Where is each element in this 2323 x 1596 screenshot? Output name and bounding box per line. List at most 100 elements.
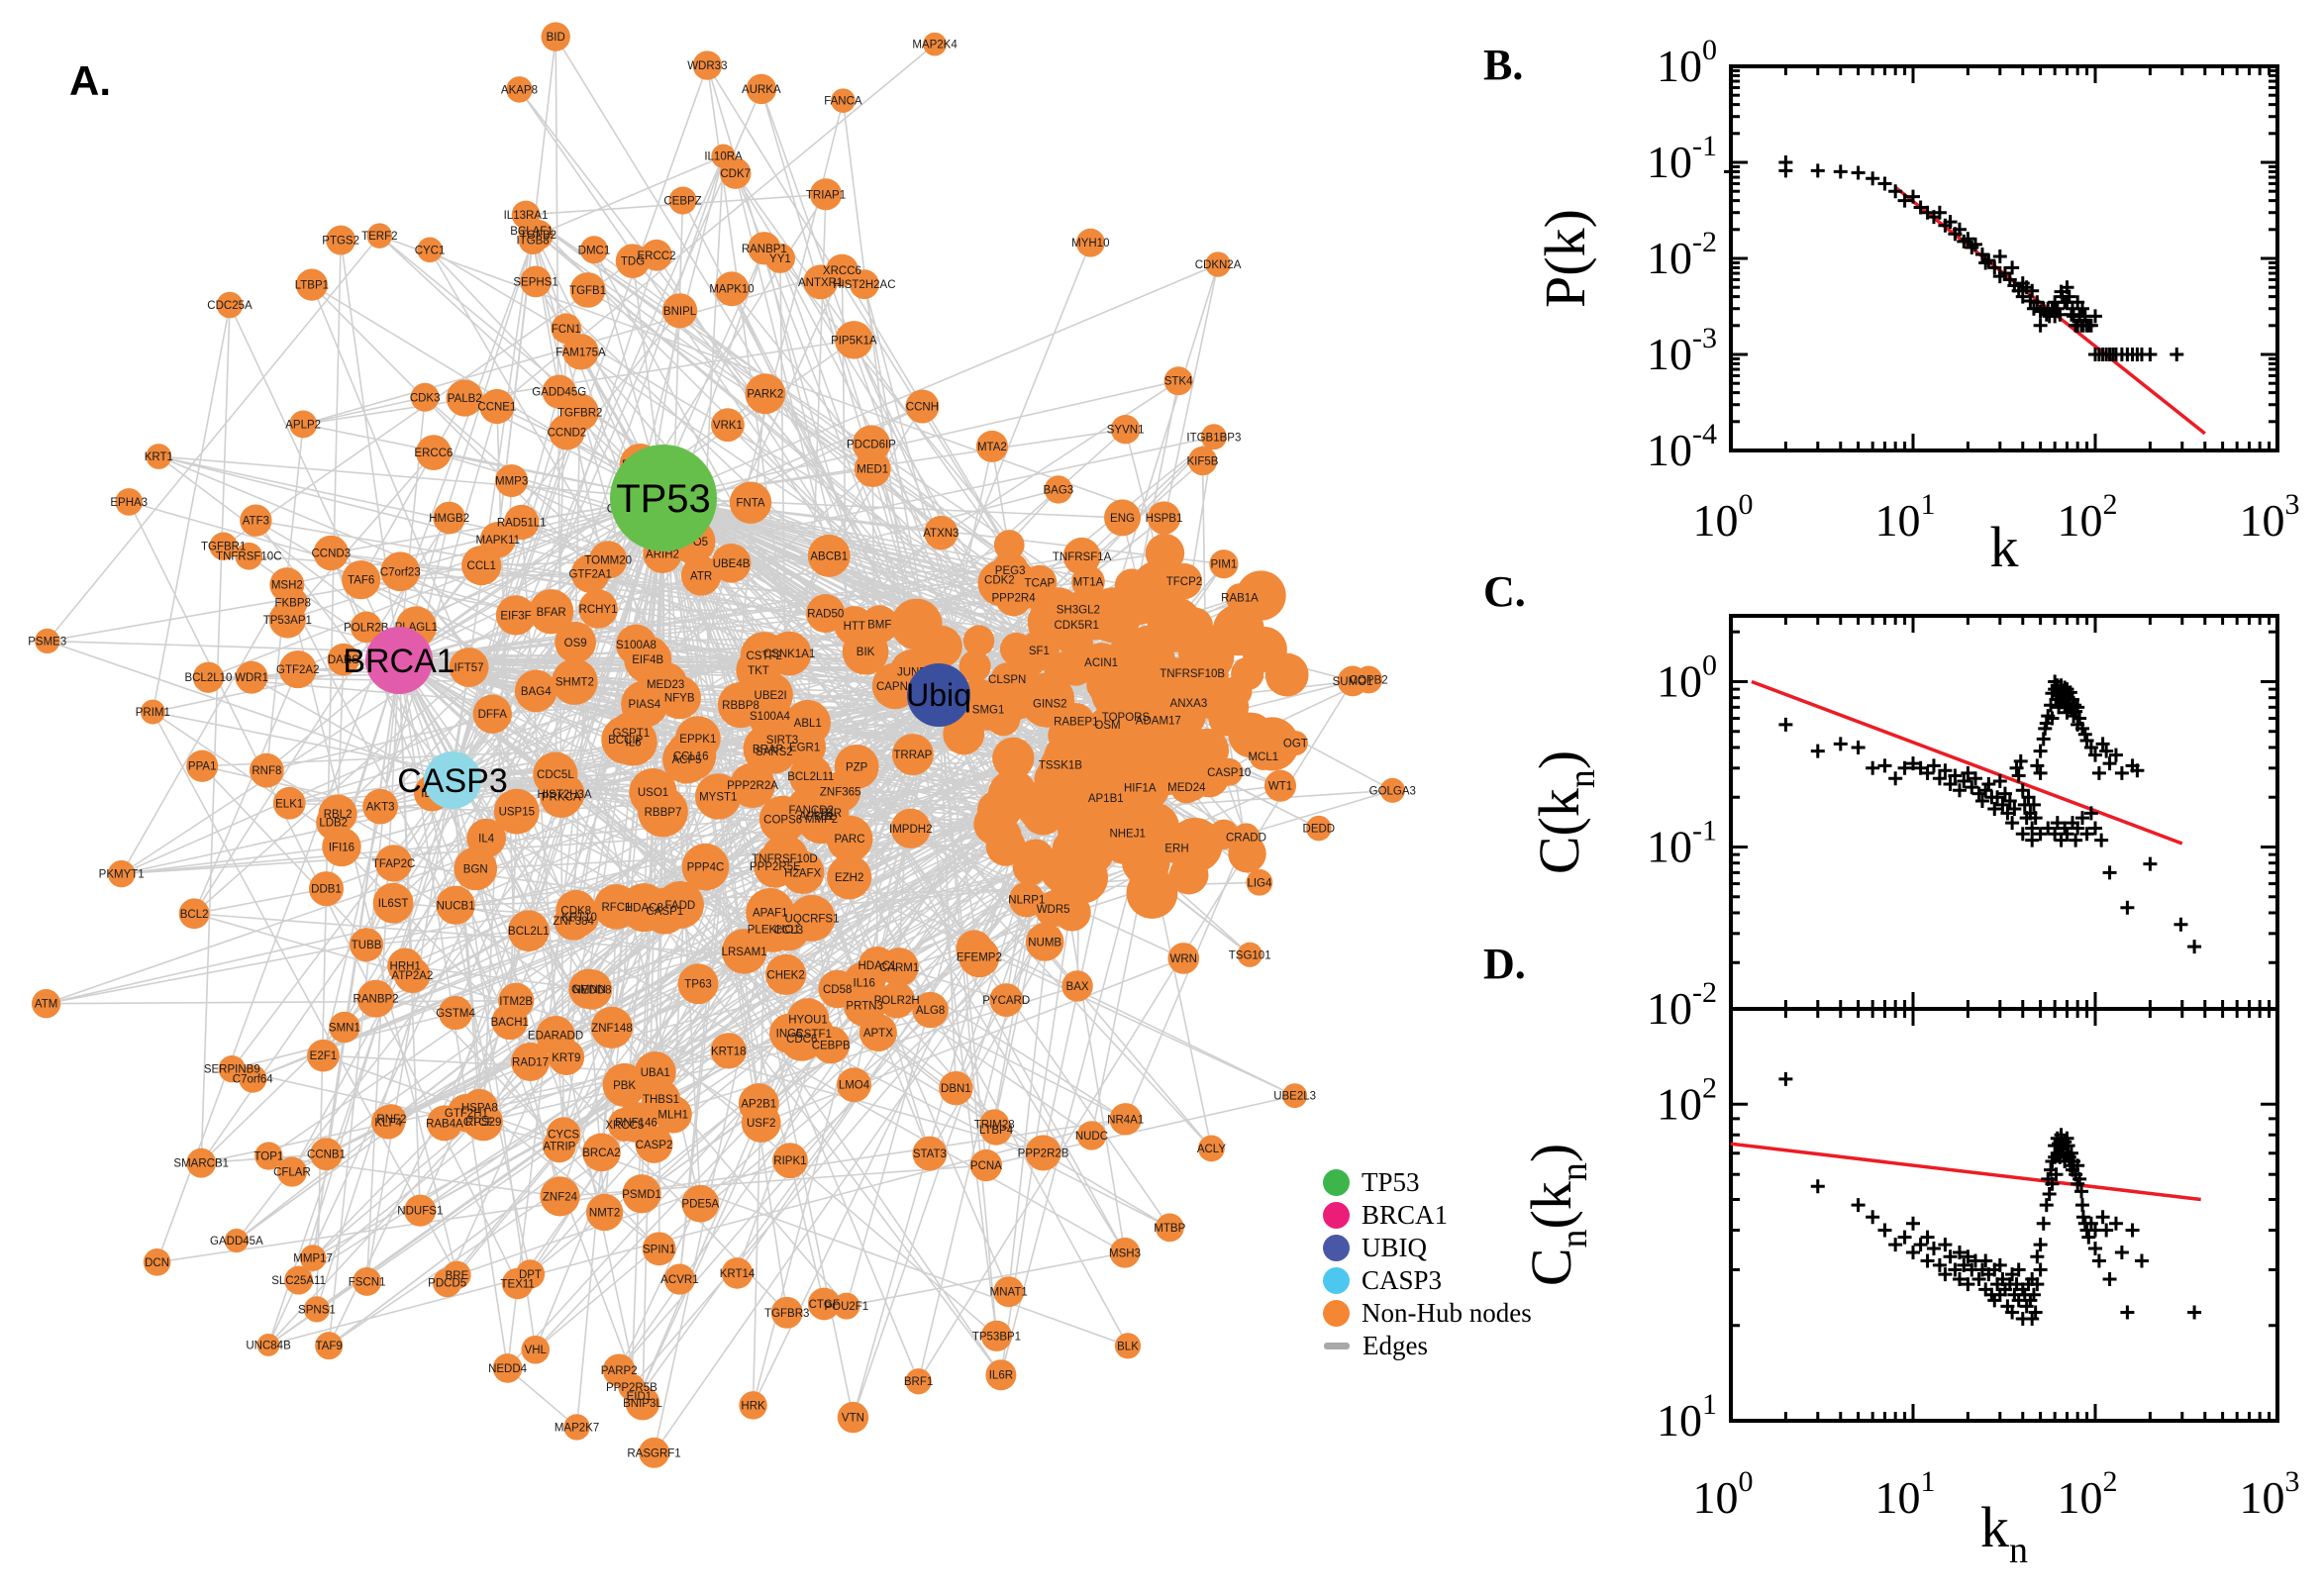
network-node [366, 223, 393, 249]
gene-label: IL13RA1 [504, 210, 549, 222]
network-node [1282, 1083, 1308, 1109]
data-point-marker [1897, 1230, 1912, 1245]
gene-label: EFEMP2 [957, 952, 1002, 964]
network-node [216, 291, 244, 319]
gene-label: TP53AP1 [263, 615, 312, 627]
panel-label-c: C. [1483, 567, 1526, 616]
gene-label: CASP10 [1207, 767, 1251, 779]
network-node [923, 32, 947, 56]
network-node [1016, 785, 1060, 830]
legend-item-edges: Edges [1323, 1330, 1532, 1362]
data-point-marker [2025, 821, 2040, 836]
gene-label: CHEK2 [766, 969, 804, 981]
x-tick-label: 100 [1693, 488, 1754, 546]
network-node [1231, 657, 1264, 691]
gene-label: WDR5 [1037, 904, 1070, 916]
gene-label: CD58 [823, 984, 852, 996]
gene-label: CDK2 [984, 575, 1015, 587]
gene-label: THBS1 [643, 1094, 679, 1106]
gene-label: CEBPB [812, 1040, 851, 1051]
network-node [511, 200, 541, 230]
network-node [563, 1414, 590, 1441]
gene-label: EIF3F [500, 610, 531, 622]
network-node [831, 88, 856, 113]
y-tick-label: 101 [1657, 1388, 1717, 1446]
data-point-marker [2036, 732, 2051, 747]
data-point-marker [1877, 176, 1892, 191]
network-node [303, 1296, 331, 1323]
gene-label: KRT9 [552, 1052, 580, 1064]
gene-label: TNFRSF10D [752, 853, 817, 865]
gene-label: CASP2 [636, 1140, 673, 1151]
y-tick-label: 10-4 [1647, 418, 1717, 475]
network-node [860, 605, 899, 644]
network-node [276, 1156, 308, 1187]
gene-label: NLRP1 [1008, 895, 1045, 907]
plot-frame [1729, 64, 2279, 452]
gene-label: ITM2B [499, 996, 533, 1008]
data-point-marker [1938, 763, 1953, 778]
gene-label: PPP2R2A [727, 780, 778, 792]
data-point-marker [2002, 793, 2017, 808]
nonhub-dot-icon [1323, 1300, 1350, 1327]
data-point-marker [2170, 348, 2184, 361]
gene-label: ZNF148 [591, 1023, 633, 1035]
gene-label: ALG8 [916, 1005, 945, 1017]
network-node [1114, 1333, 1142, 1359]
hub-node-casp3 [424, 751, 481, 809]
data-point-marker [1943, 215, 1958, 230]
gene-label: MMP3 [495, 476, 528, 488]
gene-label: TAF9 [316, 1341, 343, 1352]
gene-label: TRIM28 [974, 1119, 1015, 1131]
gene-label: KRT1 [145, 451, 173, 463]
network-node [1048, 719, 1080, 751]
network-node [240, 504, 272, 537]
data-point-marker [2007, 802, 2022, 817]
network-node [514, 669, 557, 713]
data-points [1778, 1071, 2202, 1326]
gene-label: BCCIP [608, 735, 643, 747]
legend-item-tp53: TP53 [1323, 1166, 1532, 1199]
hub-label-brca1: BRCA1 [343, 643, 454, 680]
data-point-marker [1981, 776, 1996, 791]
hub-label-ubiq: Ubiq [906, 677, 971, 713]
gene-label: FCN1 [552, 324, 581, 336]
gene-label: CRADD [1226, 832, 1266, 844]
data-point-marker [2088, 309, 2102, 324]
data-point-marker [2088, 748, 2102, 762]
network-node [107, 859, 136, 888]
data-point-marker [2013, 753, 2028, 768]
network-node [548, 1039, 585, 1076]
data-point-marker [1974, 793, 1989, 808]
network-node [891, 734, 934, 776]
gene-label: SHMT2 [556, 677, 594, 689]
network-node [1126, 867, 1178, 919]
network-node [1056, 646, 1096, 686]
gene-label: CAPN1 [876, 681, 914, 693]
network-node [956, 930, 993, 967]
network-node [460, 1088, 498, 1127]
data-point-marker [1961, 232, 1975, 247]
network-node [807, 534, 851, 577]
plot-frame [1729, 1007, 2279, 1423]
gene-label: COPS6 [763, 815, 802, 827]
network-node-labels: CSTF1 KLF4 GTF2A1 HIST2H2AC ING5 ERCC2 BRF1 POL… [28, 32, 1416, 1459]
data-point-marker [1778, 163, 1793, 178]
gene-label: BIK [857, 647, 875, 658]
hub-label-casp3: CASP3 [397, 762, 508, 800]
gene-label: H2AFX [784, 867, 821, 879]
gene-label: PPA1 [188, 761, 217, 773]
legend-item-casp3: CASP3 [1323, 1264, 1532, 1297]
data-point-marker [1978, 255, 1993, 270]
network-node [843, 984, 886, 1027]
network-hubs: TP53 BRCA1 Ubiq CASP3 [343, 445, 971, 809]
data-point-marker [2005, 1305, 2020, 1320]
data-point-marker [2075, 1198, 2090, 1213]
tp53-dot-icon [1323, 1169, 1350, 1196]
gene-label: PIP5K1A [831, 335, 877, 347]
network-node [507, 910, 550, 952]
network-node [1109, 1103, 1142, 1136]
network-node [218, 1055, 246, 1083]
gene-label: CYCS [548, 1130, 579, 1142]
network-node [912, 991, 949, 1029]
